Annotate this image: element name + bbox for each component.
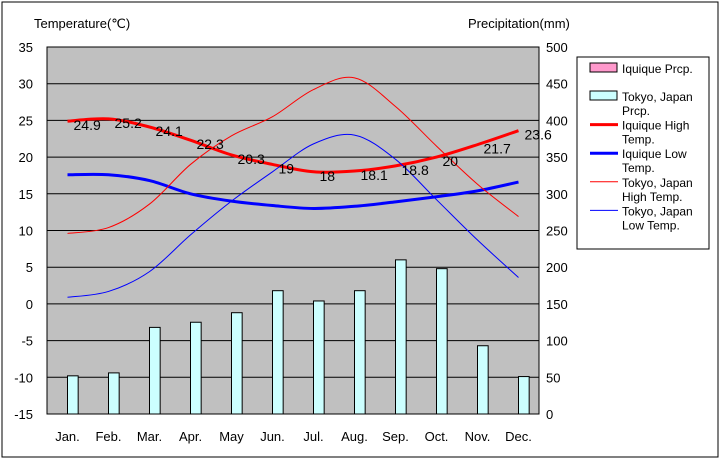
y-tick-label-temperature: 5 xyxy=(26,260,33,275)
x-tick-label: Sep. xyxy=(382,429,409,444)
y-tick-label-temperature: 25 xyxy=(19,113,33,128)
legend-label: High Temp. xyxy=(622,190,682,204)
temperature-line xyxy=(67,117,519,174)
legend-label: Temp. xyxy=(622,161,655,175)
x-tick-label: Feb. xyxy=(95,429,121,444)
legend-swatch-bar xyxy=(589,62,618,73)
legend-label: Tokyo, Japan xyxy=(622,176,693,190)
right-axis-title: Precipitation(mm) xyxy=(468,16,570,31)
data-label: 19 xyxy=(279,160,295,176)
data-label: 22.3 xyxy=(197,136,224,152)
temperature-line xyxy=(67,133,519,298)
temperature-line xyxy=(67,76,519,234)
left-axis-title: Temperature(℃) xyxy=(34,16,130,31)
x-tick-label: Aug. xyxy=(341,429,368,444)
temperature-lines xyxy=(67,76,519,298)
precipitation-bar xyxy=(436,268,448,415)
data-label: 24.1 xyxy=(156,123,183,139)
legend-label: Tokyo, Japan xyxy=(622,204,693,218)
data-labels: 24.9 25.2 24.1 22.3 20.3 19 18 18.1 18.8 20 21.7 23… xyxy=(74,115,552,184)
data-label: 20.3 xyxy=(238,151,265,167)
data-label: 24.9 xyxy=(74,117,101,133)
precipitation-bar xyxy=(108,372,120,415)
precipitation-bar xyxy=(395,259,407,415)
y-tick-label-precipitation: 0 xyxy=(546,407,553,422)
y-tick-label-temperature: 10 xyxy=(19,224,33,239)
y-tick-label-temperature: -5 xyxy=(21,334,33,349)
y-tick-label-temperature: 35 xyxy=(19,40,33,55)
x-tick-label: May xyxy=(219,429,244,444)
data-label: 18.1 xyxy=(361,167,388,183)
x-tick-label: Oct. xyxy=(425,429,449,444)
precipitation-bar xyxy=(272,290,284,415)
data-label: 23.6 xyxy=(525,127,552,143)
x-tick-label: Nov. xyxy=(465,429,491,444)
y-tick-label-temperature: 30 xyxy=(19,77,33,92)
y-tick-label-precipitation: 300 xyxy=(546,187,568,202)
y-tick-label-precipitation: 150 xyxy=(546,297,568,312)
y-tick-label-precipitation: 100 xyxy=(546,334,568,349)
precipitation-bar xyxy=(190,321,202,415)
data-label: 18.8 xyxy=(402,162,429,178)
data-label: 21.7 xyxy=(484,141,511,157)
y-tick-label-precipitation: 350 xyxy=(546,150,568,165)
legend-label: Iquique High xyxy=(622,119,689,133)
data-label: 18 xyxy=(320,168,336,184)
x-tick-label: Jan. xyxy=(55,429,80,444)
precipitation-bar xyxy=(518,376,530,415)
legend-label: Iquique Prcp. xyxy=(622,62,693,76)
precipitation-bar xyxy=(231,312,243,415)
precipitation-bars xyxy=(67,259,530,415)
axes: 35302520151050-5-10-15500450400350300250… xyxy=(14,40,568,444)
legend-label: Low Temp. xyxy=(622,218,680,232)
x-tick-label: Apr. xyxy=(179,429,202,444)
y-tick-label-precipitation: 50 xyxy=(546,370,560,385)
precipitation-bar xyxy=(149,326,161,415)
temperature-line xyxy=(67,172,519,210)
legend-label: Tokyo, Japan xyxy=(622,90,693,104)
y-tick-label-precipitation: 400 xyxy=(546,113,568,128)
x-tick-label: Jun. xyxy=(260,429,285,444)
y-tick-label-temperature: 20 xyxy=(19,150,33,165)
precipitation-bar xyxy=(67,375,79,415)
legend-label: Iquique Low xyxy=(622,147,687,161)
y-tick-label-precipitation: 250 xyxy=(546,224,568,239)
y-tick-label-temperature: -15 xyxy=(14,407,33,422)
y-tick-label-temperature: 0 xyxy=(26,297,33,312)
legend-label: Prcp. xyxy=(622,104,650,118)
y-tick-label-temperature: 15 xyxy=(19,187,33,202)
x-tick-label: Dec. xyxy=(505,429,532,444)
legend-swatch-bar xyxy=(589,90,618,101)
y-tick-label-precipitation: 200 xyxy=(546,260,568,275)
y-tick-label-precipitation: 500 xyxy=(546,40,568,55)
y-tick-label-temperature: -10 xyxy=(14,370,33,385)
precipitation-bar xyxy=(354,290,366,415)
data-label: 25.2 xyxy=(115,115,142,131)
legend-label: Temp. xyxy=(622,133,655,147)
x-tick-label: Mar. xyxy=(137,429,162,444)
y-tick-label-precipitation: 450 xyxy=(546,77,568,92)
precipitation-bar xyxy=(477,345,489,415)
precipitation-bar xyxy=(313,300,325,415)
data-label: 20 xyxy=(443,153,459,169)
x-tick-label: Jul. xyxy=(303,429,323,444)
